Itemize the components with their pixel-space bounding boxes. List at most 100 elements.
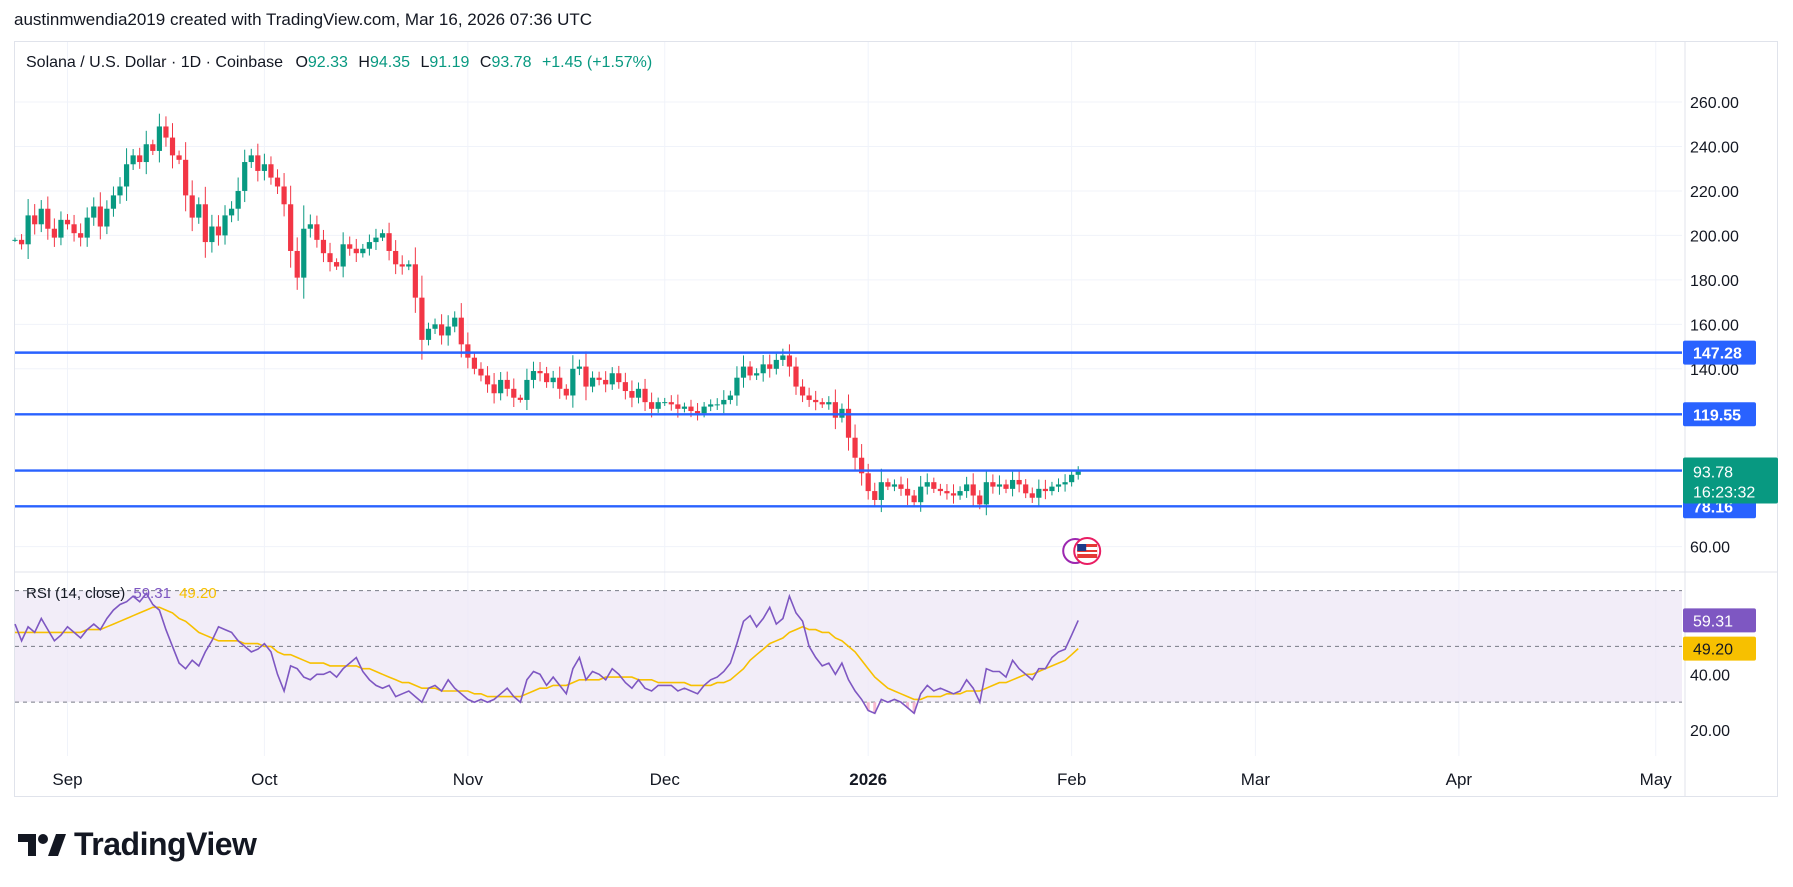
candle-body [944, 491, 950, 494]
candle-body [84, 217, 90, 238]
candle-body [32, 215, 38, 225]
candle [425, 322, 432, 346]
candle [294, 237, 300, 290]
candle-body [51, 228, 57, 238]
rsi-ma-legend-value: 49.20 [179, 585, 217, 602]
candle [511, 378, 517, 408]
candle [268, 156, 274, 185]
candle-body [353, 248, 359, 254]
candle [1075, 466, 1081, 480]
candle [353, 238, 359, 262]
candle [12, 237, 18, 242]
price-axis-tick-200.00: 200.00 [1690, 228, 1739, 245]
candle [865, 463, 871, 500]
candle [327, 242, 333, 272]
candle [576, 359, 583, 376]
symbol-name[interactable]: Solana / U.S. Dollar · 1D · Coinbase [26, 54, 283, 71]
candle [570, 355, 576, 408]
candle-body [904, 488, 911, 496]
time-axis-tick-may: May [1640, 770, 1673, 789]
time-axis-tick-feb: Feb [1057, 770, 1086, 789]
candle [859, 444, 865, 486]
candle [852, 424, 858, 470]
candle-body [64, 219, 71, 225]
candle-body [1023, 484, 1029, 494]
candle [150, 139, 156, 156]
tradingview-logo-text: TradingView [74, 826, 257, 862]
candle [537, 362, 543, 382]
candle-body [412, 264, 418, 298]
candle [78, 223, 84, 247]
candle-body [681, 406, 688, 409]
last-price-text: 93.78 [1693, 465, 1733, 482]
candle [340, 232, 346, 278]
candle [937, 483, 943, 496]
candle [655, 397, 661, 413]
candle [347, 236, 353, 256]
candle [228, 201, 235, 223]
candle [38, 200, 44, 233]
open-value: 92.33 [307, 54, 348, 71]
candle [780, 348, 786, 367]
candle [465, 332, 471, 369]
candle [714, 398, 720, 410]
candle [97, 192, 103, 240]
candle [202, 186, 208, 258]
candle-body [708, 404, 714, 407]
candle-body [458, 317, 464, 345]
rsi-title[interactable]: RSI (14, close) [26, 585, 126, 602]
high-label: H [358, 54, 370, 71]
candle [727, 390, 733, 405]
candle-body [137, 155, 143, 163]
candle-body [937, 488, 943, 492]
candle-body [45, 208, 51, 229]
candle [754, 368, 760, 380]
tradingview-logo-icon [18, 833, 66, 856]
candle-body [347, 244, 353, 249]
candle [898, 476, 904, 496]
candle-body [688, 406, 694, 412]
candle-body [760, 364, 766, 374]
candle [734, 366, 740, 406]
rsi-legend-value: 59.31 [133, 585, 171, 602]
last-price-tag-bg [1683, 457, 1778, 504]
candle-body [983, 482, 989, 505]
candle-body [222, 215, 228, 236]
candle-body [25, 215, 31, 245]
candle-body [740, 366, 747, 378]
candle-body [150, 144, 156, 151]
candle-body [196, 204, 202, 218]
candle [183, 142, 189, 212]
candle-body [484, 375, 491, 385]
rsi-ma-value-tag: 49.20 [1683, 636, 1756, 661]
candle-body [583, 366, 589, 387]
low-value: 91.19 [429, 54, 470, 71]
level-tag-119.55: 119.55 [1683, 402, 1756, 427]
candle-body [859, 457, 865, 474]
candle-body [432, 324, 438, 329]
candle-body [1069, 474, 1075, 483]
candle-body [281, 186, 287, 205]
candle [45, 196, 51, 240]
candle [189, 180, 195, 232]
open-label: O [295, 54, 308, 71]
candle [767, 354, 773, 378]
candle-body [773, 359, 779, 369]
candle [760, 355, 766, 382]
candle-body [872, 491, 878, 500]
candle-body [163, 126, 169, 138]
candle-body [255, 155, 261, 171]
candle [452, 311, 458, 333]
candle-body [662, 402, 668, 404]
candle [557, 366, 563, 399]
time-axis-tick-sep: Sep [52, 770, 82, 789]
candle [708, 399, 714, 412]
tradingview-logo[interactable]: TradingView [18, 826, 257, 863]
candle-body [603, 379, 609, 385]
candle-body [320, 239, 327, 254]
candle-body [635, 388, 642, 398]
candle [51, 218, 57, 247]
candle [248, 148, 254, 168]
candle [137, 147, 143, 169]
